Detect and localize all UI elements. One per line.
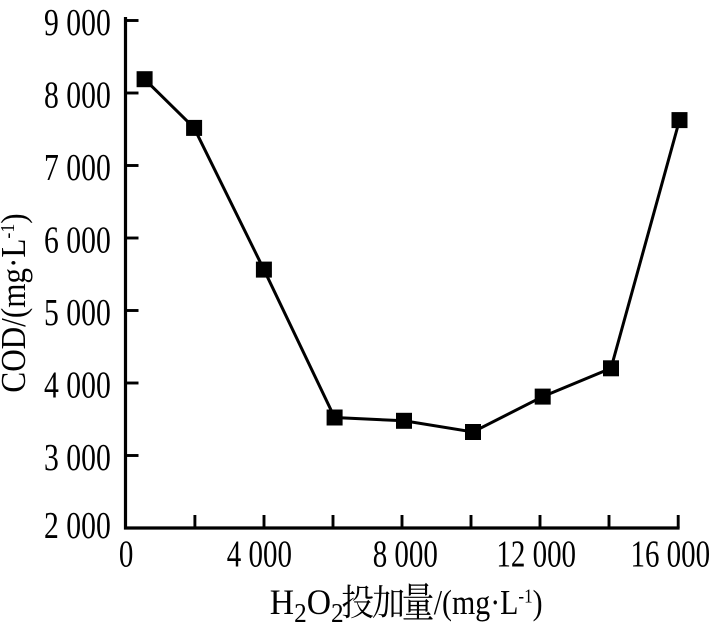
svg-text:8 000: 8 000	[44, 75, 111, 116]
svg-text:COD/(mg·L-1): COD/(mg·L-1)	[0, 213, 33, 392]
svg-text:0: 0	[119, 534, 133, 576]
svg-text:3 000: 3 000	[44, 438, 111, 479]
svg-text:2 000: 2 000	[44, 506, 111, 547]
svg-text:7 000: 7 000	[44, 148, 111, 189]
svg-text:9 000: 9 000	[44, 3, 111, 44]
svg-text:/(mg·L-1): /(mg·L-1)	[434, 584, 543, 623]
svg-text:H2O2: H2O2	[270, 582, 344, 628]
svg-text:8 000: 8 000	[373, 534, 438, 576]
svg-text:6 000: 6 000	[44, 220, 111, 261]
svg-text:5 000: 5 000	[44, 293, 111, 334]
svg-text:16 000: 16 000	[630, 534, 710, 576]
svg-text:12 000: 12 000	[496, 534, 576, 576]
svg-text:4 000: 4 000	[227, 534, 292, 576]
svg-text:4 000: 4 000	[44, 365, 111, 406]
